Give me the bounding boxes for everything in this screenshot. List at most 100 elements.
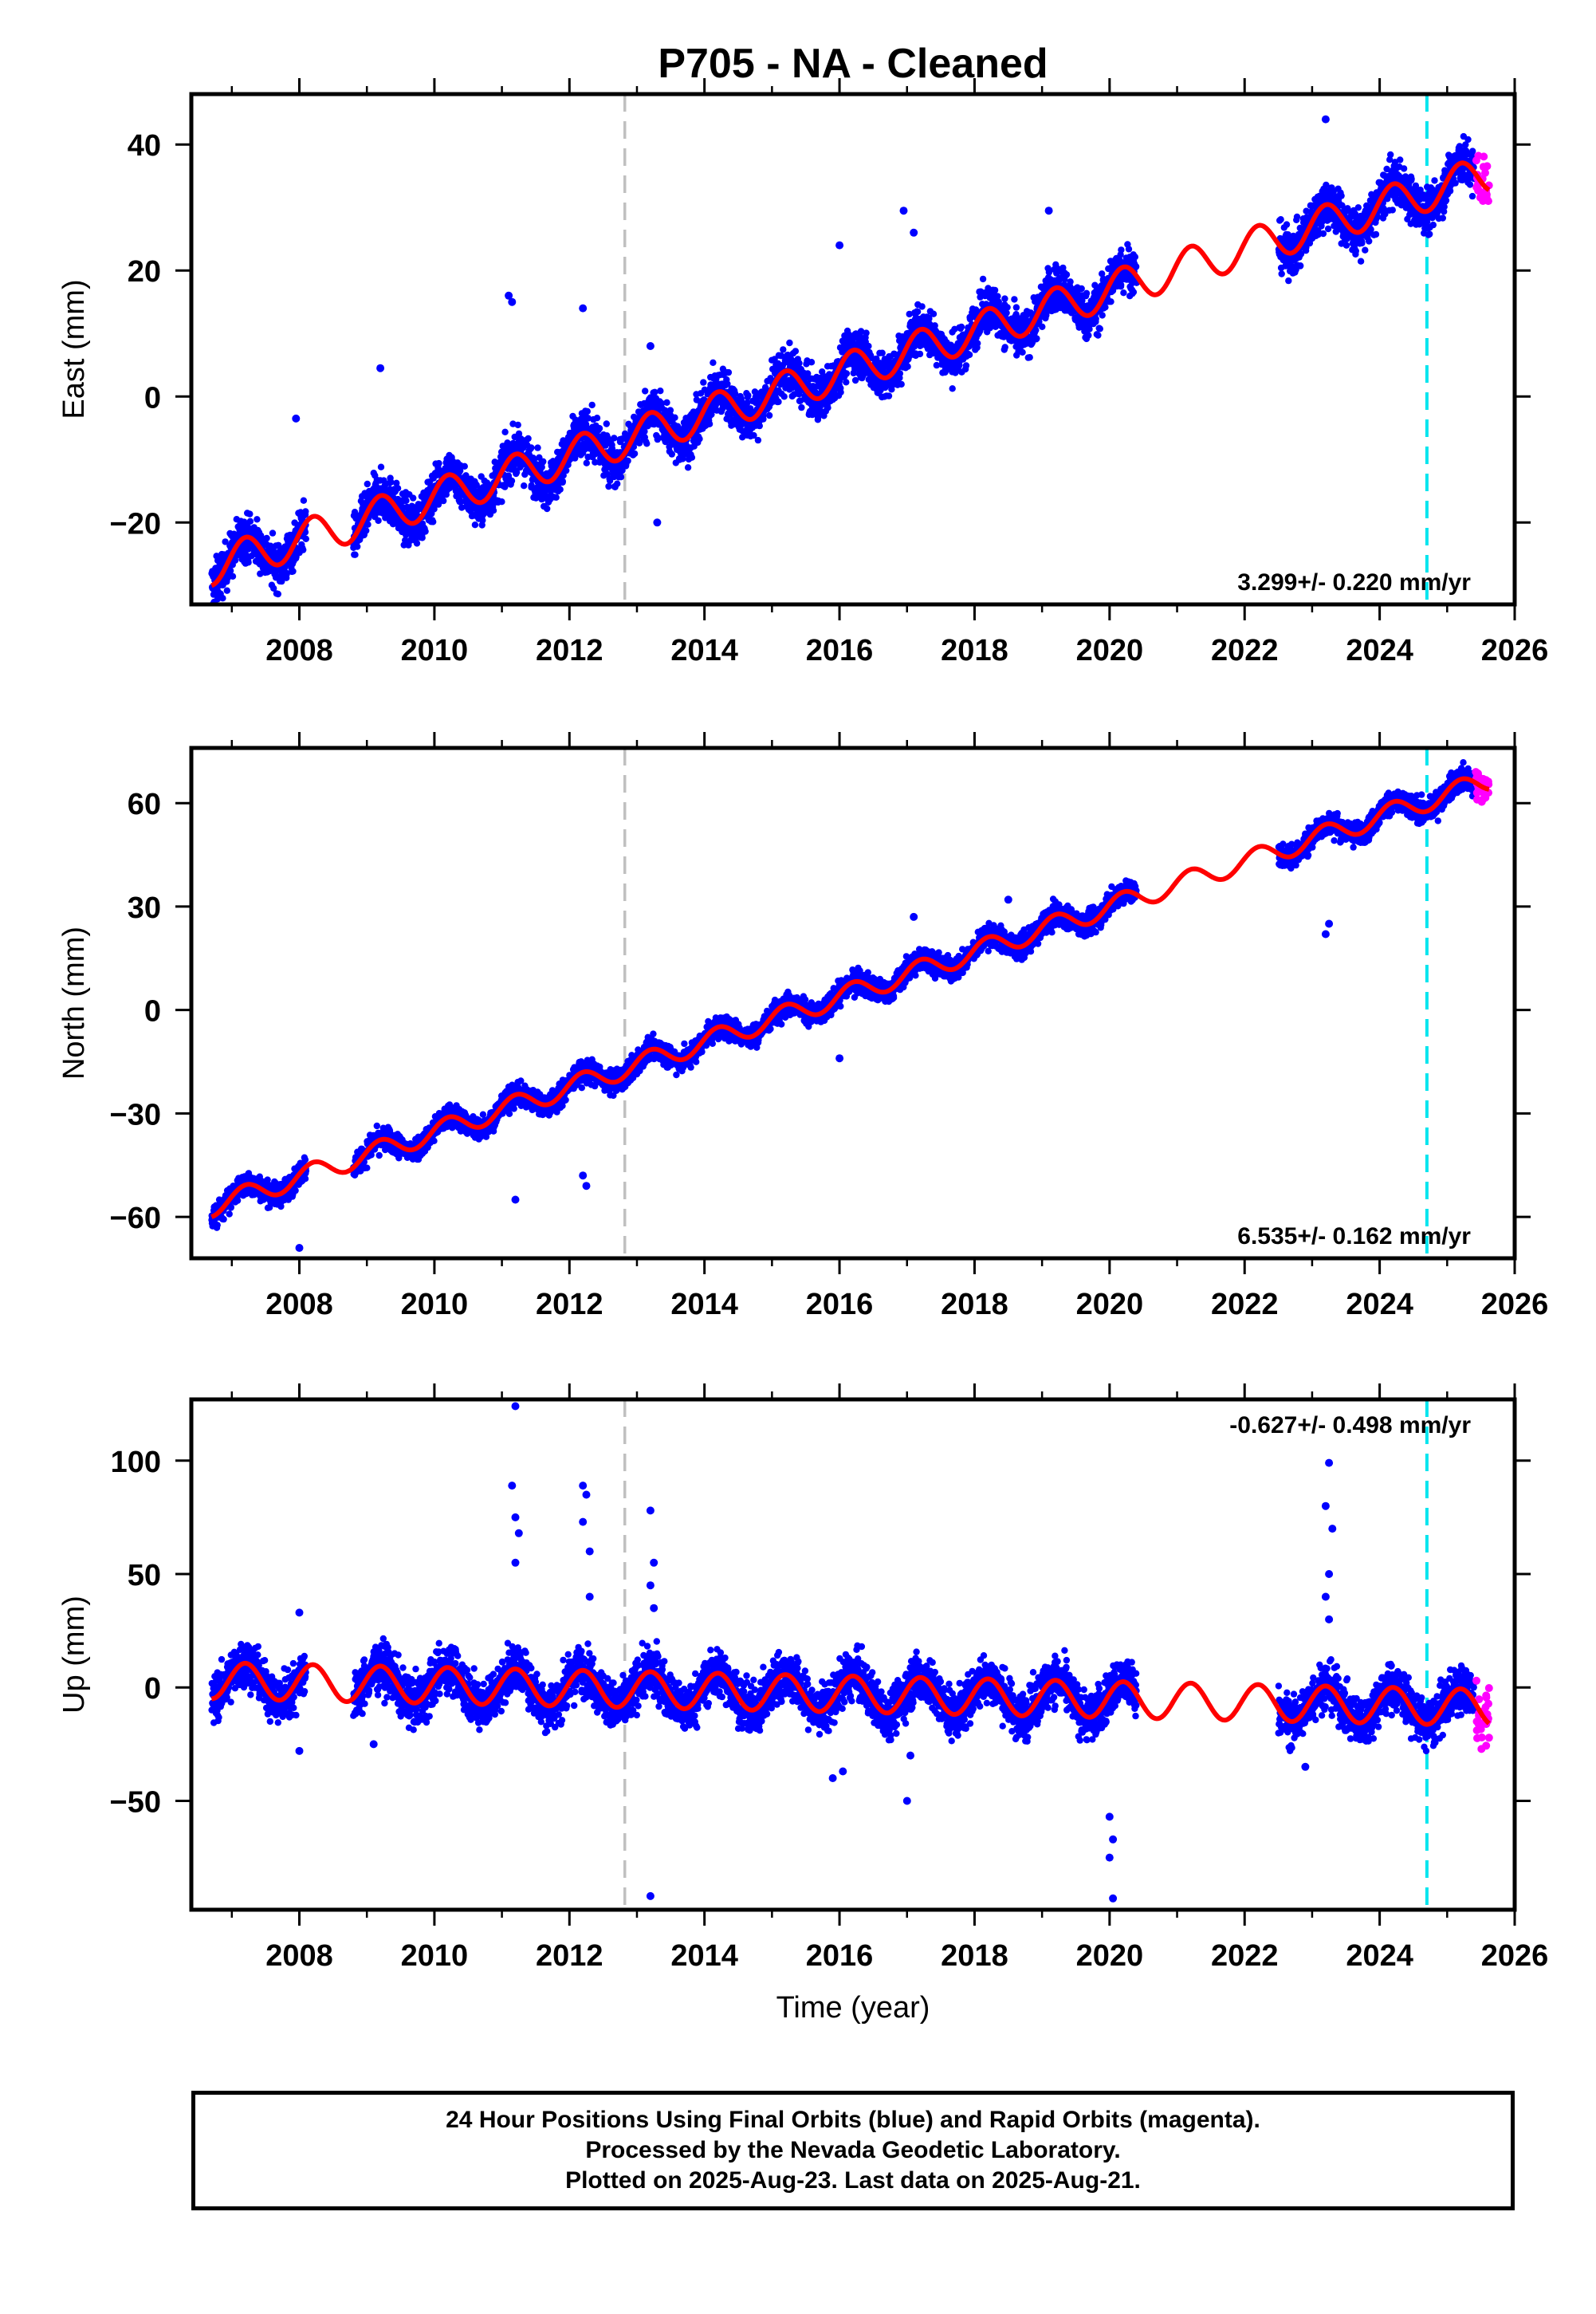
east-final-point xyxy=(1362,246,1369,254)
east-final-point xyxy=(583,459,590,466)
east-final-point xyxy=(544,505,551,513)
east-final-point xyxy=(865,342,872,350)
east-final-point xyxy=(245,559,252,566)
east-final-point xyxy=(760,415,767,423)
east-final-point xyxy=(1387,151,1394,159)
east-final-point xyxy=(1429,221,1437,229)
east-final-point xyxy=(1352,247,1360,254)
east-final-point xyxy=(974,340,981,347)
east-final-point xyxy=(930,310,938,317)
east-final-point xyxy=(263,534,270,542)
east-final-point xyxy=(1078,285,1085,293)
east-final-point xyxy=(614,480,621,487)
east-final-point xyxy=(514,421,521,429)
east-final-point xyxy=(402,537,409,544)
east-final-point xyxy=(352,551,359,558)
east-final-point xyxy=(608,445,616,452)
east-final-point xyxy=(744,399,751,407)
east-final-point xyxy=(413,540,421,547)
east-final-point xyxy=(1397,156,1404,163)
east-final-point xyxy=(635,439,643,447)
east-final-point xyxy=(471,521,479,529)
east-final-point xyxy=(780,393,788,400)
east-final-point xyxy=(1285,277,1292,285)
chart-title: P705 - NA - Cleaned xyxy=(658,41,1048,87)
east-final-point xyxy=(1019,348,1026,356)
east-final-point xyxy=(302,508,309,515)
east-final-point xyxy=(780,346,787,353)
east-final-point xyxy=(540,458,547,465)
east-final-point xyxy=(916,350,924,358)
east-final-point xyxy=(1358,239,1366,247)
east-final-point xyxy=(525,435,532,443)
east-final-point xyxy=(219,595,226,602)
east-final-point xyxy=(1026,354,1033,361)
east-final-point xyxy=(363,527,370,534)
east-final-point xyxy=(750,431,757,439)
east-final-point xyxy=(393,479,400,486)
east-final-point xyxy=(602,442,609,449)
east-final-point xyxy=(274,590,281,598)
east-final-point xyxy=(364,521,371,528)
east-final-point xyxy=(1408,175,1415,183)
east-final-point xyxy=(375,517,382,525)
east-final-point xyxy=(914,308,922,316)
east-final-point xyxy=(592,458,599,466)
east-final-point xyxy=(440,497,447,505)
east-final-point xyxy=(513,469,521,476)
east-final-point xyxy=(979,275,987,283)
east-final-point xyxy=(1107,298,1114,305)
east-final-point xyxy=(588,401,596,409)
east-final-point xyxy=(1095,332,1102,339)
east-final-point xyxy=(668,451,675,458)
east-final-point xyxy=(1426,230,1433,238)
east-final-point xyxy=(223,587,230,594)
east-final-point xyxy=(1446,187,1454,195)
east-final-point xyxy=(354,543,361,550)
east-final-point xyxy=(1067,278,1074,285)
east-final-point xyxy=(706,420,713,427)
east-final-point xyxy=(658,399,666,407)
east-final-point xyxy=(584,407,591,415)
east-final-point xyxy=(1342,242,1350,249)
east-final-point xyxy=(430,518,437,525)
east-final-point xyxy=(302,535,309,542)
east-final-point xyxy=(364,480,371,488)
east-final-point xyxy=(603,420,610,427)
east-final-point xyxy=(1032,326,1040,334)
east-final-point xyxy=(1366,238,1373,245)
east-final-point xyxy=(898,380,905,388)
east-final-point xyxy=(655,435,662,442)
east-final-point xyxy=(229,573,237,580)
east-final-point xyxy=(479,517,486,524)
east-final-point xyxy=(991,286,999,294)
east-final-point xyxy=(246,518,254,525)
east-final-point xyxy=(584,415,592,422)
east-final-point xyxy=(745,392,752,399)
east-final-point xyxy=(269,529,277,537)
east-final-point xyxy=(461,462,468,470)
east-final-point xyxy=(1085,332,1092,339)
east-final-point xyxy=(403,497,410,504)
east-final-point xyxy=(530,456,538,463)
east-final-point xyxy=(528,444,535,451)
east-final-point xyxy=(504,439,511,447)
east-final-point xyxy=(994,293,1001,300)
east-final-point xyxy=(957,323,965,331)
east-final-point xyxy=(501,428,509,435)
east-final-point xyxy=(462,472,470,479)
east-final-point xyxy=(1001,295,1008,302)
east-final-point xyxy=(559,478,566,485)
east-final-point xyxy=(1125,246,1133,253)
east-final-point xyxy=(521,482,528,490)
east-final-point xyxy=(1293,213,1301,221)
east-final-point xyxy=(226,567,234,574)
east-final-point xyxy=(1372,230,1380,238)
east-final-point xyxy=(765,411,773,419)
east-final-point xyxy=(410,494,417,502)
east-final-point xyxy=(843,379,850,386)
east-final-point xyxy=(962,362,970,369)
east-final-point xyxy=(1120,289,1127,297)
east-final-point xyxy=(457,467,464,474)
